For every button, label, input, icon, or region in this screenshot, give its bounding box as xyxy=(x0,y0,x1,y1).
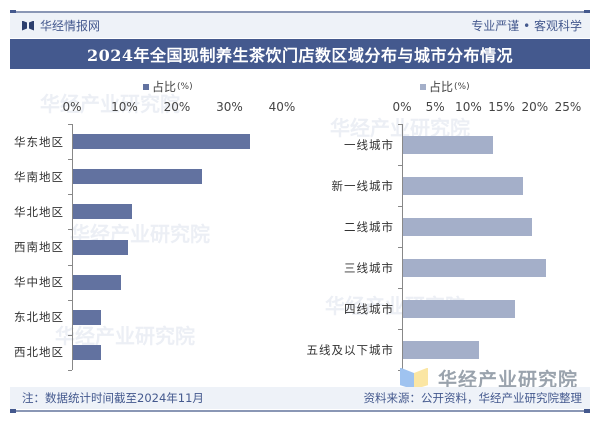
category-label: 西北地区 xyxy=(14,345,64,360)
top-divider xyxy=(10,10,590,14)
bar xyxy=(73,239,129,255)
bar xyxy=(403,258,547,277)
bar xyxy=(403,299,515,318)
axis-tick xyxy=(398,165,402,166)
x-tick-label: 10% xyxy=(455,100,482,114)
category-label: 新一线城市 xyxy=(331,178,394,193)
bar xyxy=(403,217,533,236)
x-tick-label: 15% xyxy=(488,100,515,114)
chart-title: 2024年全国现制养生茶饮门店数区域分布与城市分布情况 xyxy=(10,39,590,69)
footer-note: 注：数据统计时间截至2024年11月 xyxy=(22,391,204,405)
institute-logo: 华经产业研究院 xyxy=(400,365,578,392)
bar xyxy=(73,309,101,325)
axis-tick xyxy=(68,370,72,371)
category-label: 西南地区 xyxy=(14,240,64,254)
legend-label: 占比 xyxy=(429,80,454,94)
x-tick-label: 0% xyxy=(62,100,82,114)
x-tick-label: 5% xyxy=(425,100,445,114)
brand-logo-icon xyxy=(22,21,34,31)
bar xyxy=(403,340,480,359)
legend: 占比 (%) xyxy=(420,78,470,95)
category-label: 三线城市 xyxy=(344,260,394,275)
legend-unit: (%) xyxy=(177,81,193,92)
bottom-divider xyxy=(10,409,590,413)
slogan: 专业严谨 • 客观科学 xyxy=(471,19,582,33)
legend-label: 占比 xyxy=(152,80,177,94)
brand: 华经情报网 xyxy=(22,17,100,34)
category-label: 五线及以下城市 xyxy=(306,342,394,357)
category-label: 一线城市 xyxy=(344,137,394,152)
bar xyxy=(403,135,493,154)
category-label: 四线城市 xyxy=(344,301,394,316)
legend-swatch xyxy=(420,83,426,90)
category-label: 二线城市 xyxy=(344,219,394,234)
x-tick-label: 20% xyxy=(521,100,549,114)
y-axis xyxy=(72,124,73,370)
footer-band: 注：数据统计时间截至2024年11月 资料来源：公开资料，华经产业研究院整理 xyxy=(10,387,590,409)
category-label: 华南地区 xyxy=(14,169,64,184)
x-tick-label: 10% xyxy=(111,100,138,114)
legend: 占比 (%) xyxy=(143,78,193,95)
x-tick-label: 25% xyxy=(554,100,582,114)
bar xyxy=(73,169,203,185)
bar xyxy=(73,274,121,290)
category-label: 华中地区 xyxy=(14,275,64,290)
bar xyxy=(73,344,101,360)
axis-tick xyxy=(398,206,402,207)
footer-source: 资料来源：公开资料，华经产业研究院整理 xyxy=(363,391,583,405)
axis-tick xyxy=(398,329,402,330)
category-label: 东北地区 xyxy=(14,310,64,325)
institute-logo-text: 华经产业研究院 xyxy=(438,369,579,391)
axis-tick xyxy=(68,159,72,161)
x-tick-label: 20% xyxy=(163,100,191,114)
axis-tick xyxy=(398,247,402,248)
axis-tick xyxy=(68,299,72,301)
category-label: 华东地区 xyxy=(14,134,64,149)
x-tick-label: 0% xyxy=(392,100,412,114)
x-tick-label: 30% xyxy=(216,100,243,114)
axis-tick xyxy=(68,229,72,231)
axis-tick xyxy=(68,124,72,125)
axis-tick xyxy=(68,264,72,266)
bar xyxy=(73,134,250,150)
category-label: 华北地区 xyxy=(14,204,64,219)
axis-tick xyxy=(68,334,72,336)
axis-tick xyxy=(398,124,402,125)
legend-swatch xyxy=(143,83,149,90)
brand-name: 华经情报网 xyxy=(40,19,101,33)
bar xyxy=(73,204,132,220)
legend-unit: (%) xyxy=(454,81,470,92)
y-axis xyxy=(402,124,403,370)
bar xyxy=(403,176,524,195)
axis-tick xyxy=(398,288,402,289)
header-band: 华经情报网 专业严谨 • 客观科学 xyxy=(10,13,590,38)
axis-tick xyxy=(68,194,72,196)
x-tick-label: 40% xyxy=(268,100,296,114)
